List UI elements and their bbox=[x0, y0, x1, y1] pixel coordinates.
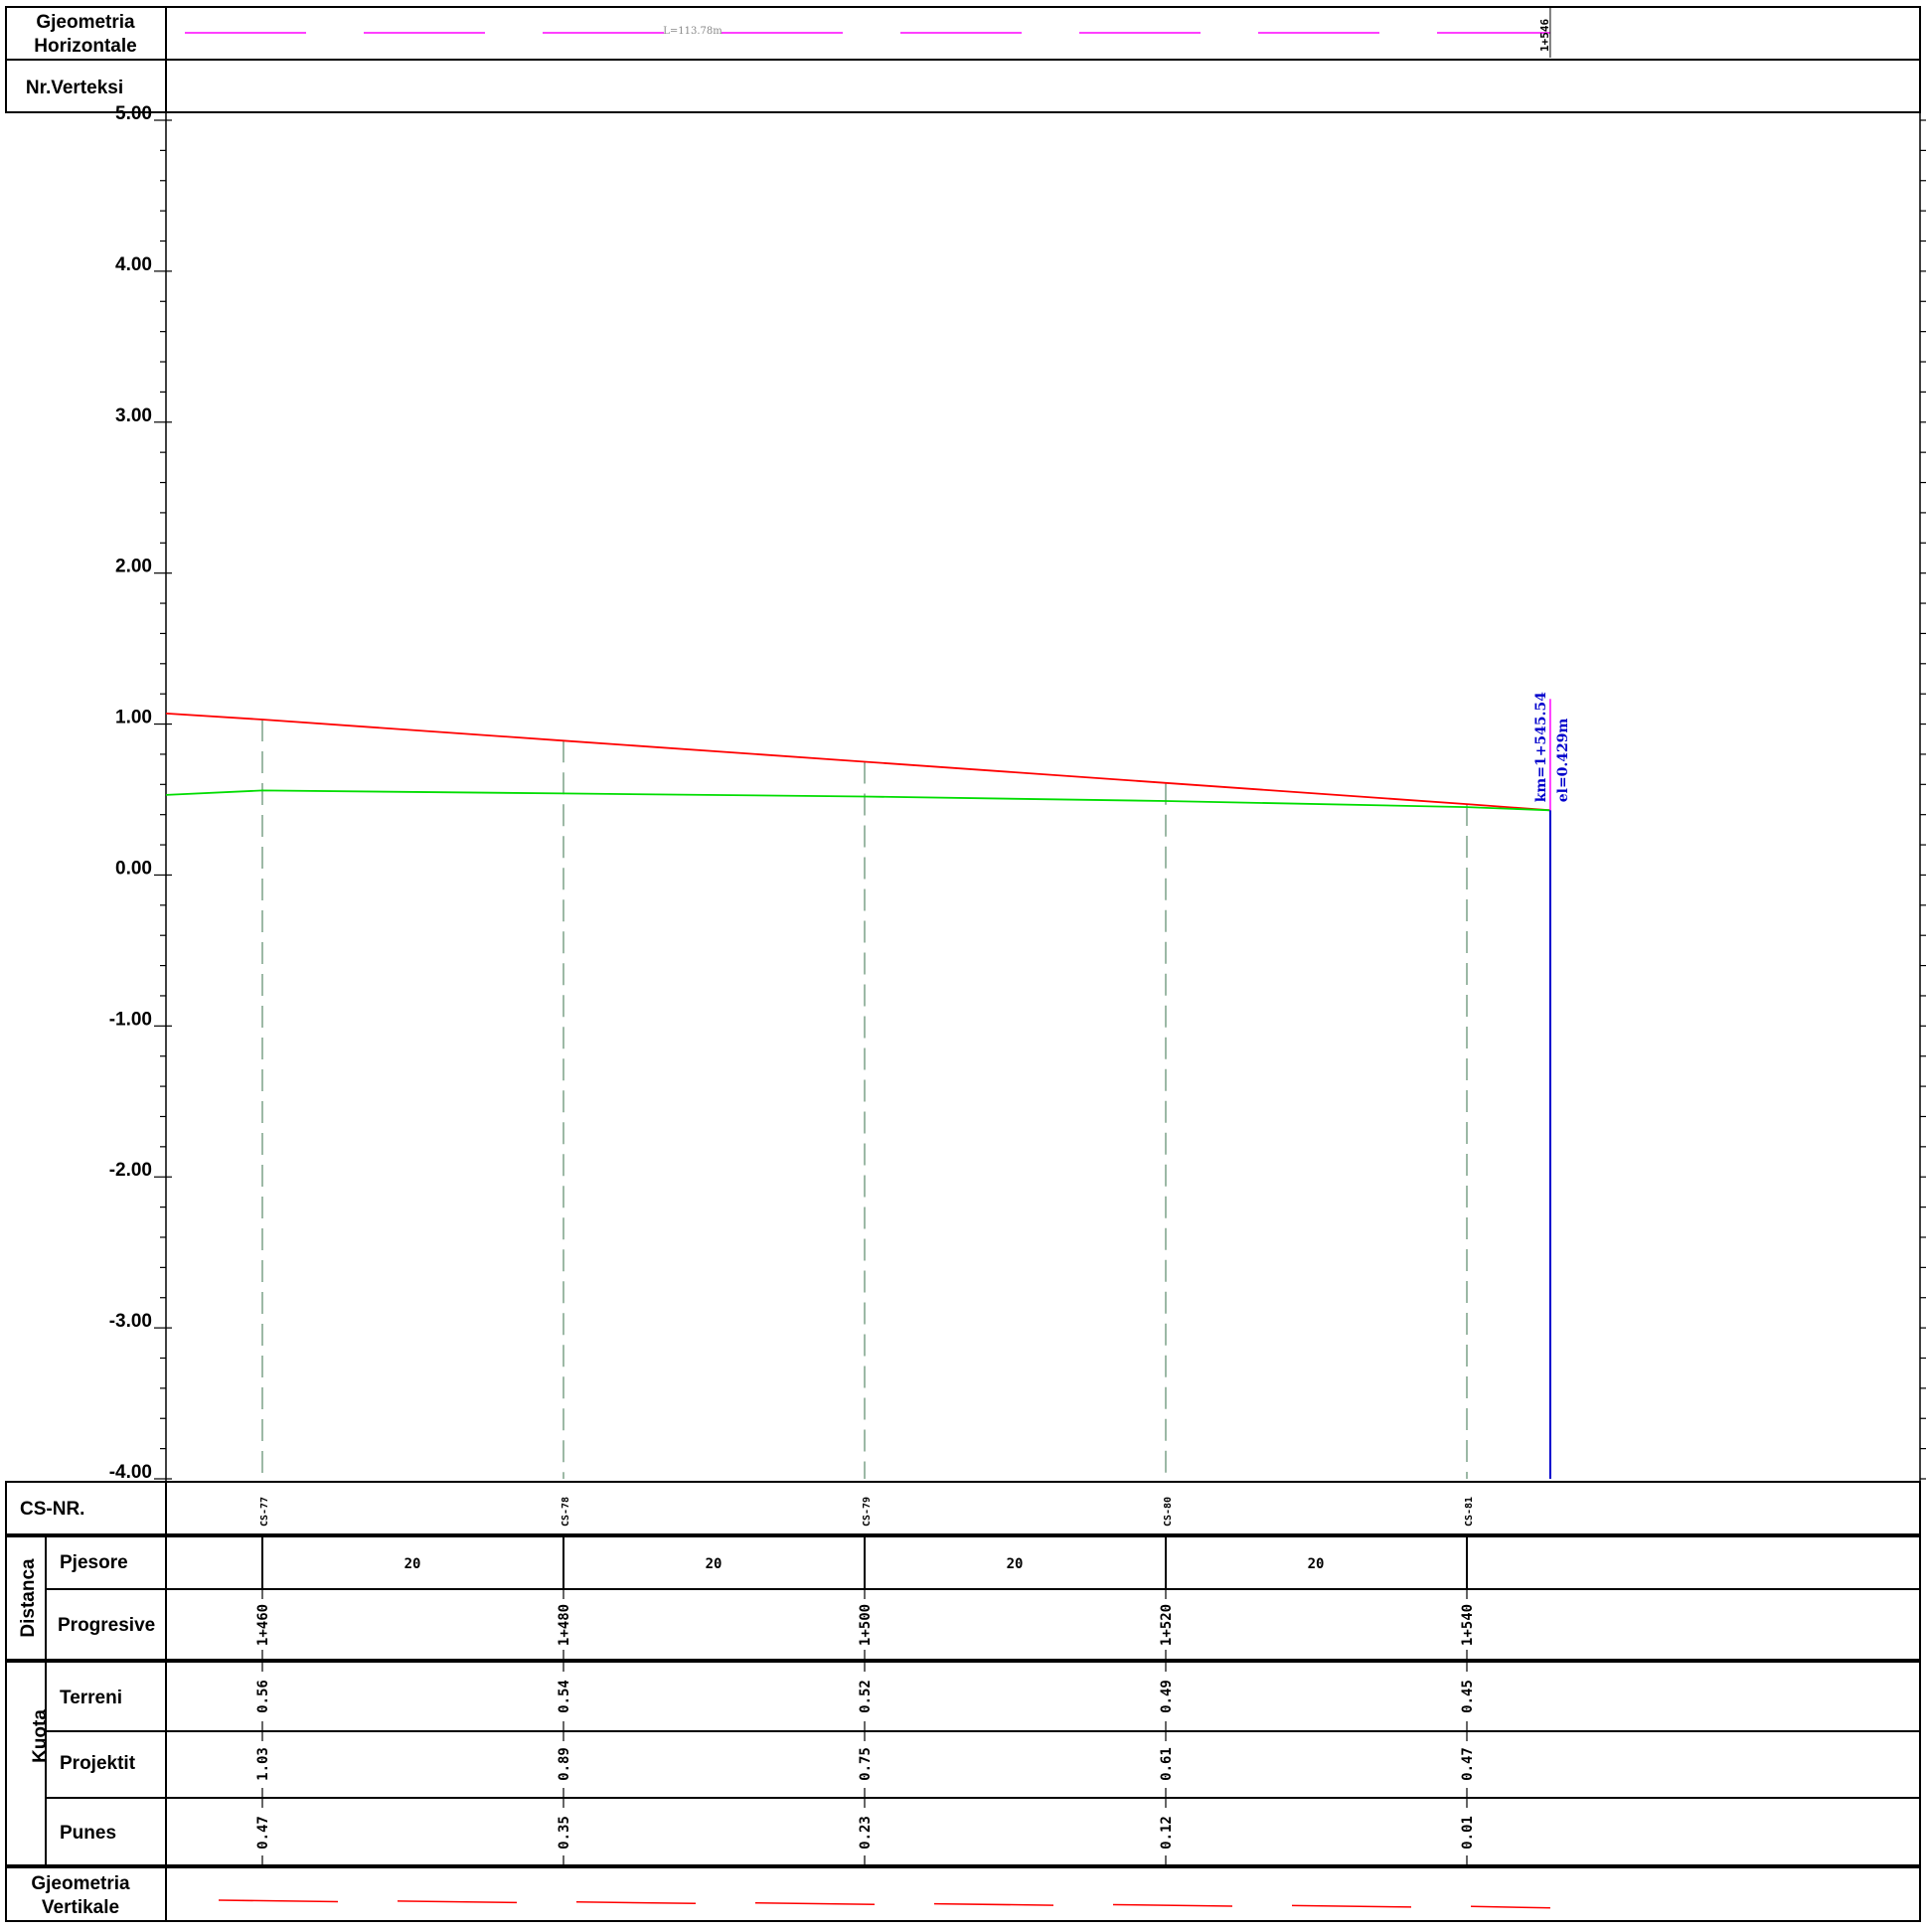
vertical-geometry-dash bbox=[397, 1900, 518, 1904]
y-tick-label: -3.00 bbox=[109, 1311, 152, 1332]
progresive-value: 1+540 bbox=[1460, 1604, 1476, 1646]
vertical-geometry-dash bbox=[933, 1902, 1054, 1906]
terrain-line bbox=[165, 789, 1550, 812]
horizontal-geometry-row: Gjeometria Horizontale L=113.78m 1+546 bbox=[5, 6, 1921, 61]
terreni-value: 0.54 bbox=[557, 1680, 572, 1713]
cs-value: CS-80 bbox=[1163, 1497, 1174, 1527]
punes-value: 0.01 bbox=[1460, 1816, 1476, 1850]
progresive-label: Progresive bbox=[58, 1615, 155, 1636]
terreni-value: 0.52 bbox=[858, 1680, 874, 1713]
y-tick-label: 3.00 bbox=[115, 405, 152, 426]
vertical-geometry-label-1: Gjeometria bbox=[31, 1873, 130, 1894]
progresive-value: 1+480 bbox=[557, 1604, 572, 1646]
pjesore-value: 20 bbox=[404, 1556, 421, 1572]
y-tick-label: -2.00 bbox=[109, 1160, 152, 1181]
profile-plot: 5.00 4.00 3.00 2.00 1.00 0.00 -1.00 -2.00 -3.00 -… bbox=[109, 103, 1926, 1483]
projektit-value: 0.47 bbox=[1460, 1747, 1476, 1781]
vertical-geometry-dash bbox=[218, 1899, 339, 1903]
y-tick-label: 5.00 bbox=[115, 103, 152, 124]
y-tick-label: 4.00 bbox=[115, 254, 152, 275]
vertex-row: Nr.Verteksi bbox=[5, 59, 1921, 113]
vertical-geometry-dash bbox=[1112, 1903, 1233, 1907]
projektit-value: 0.89 bbox=[557, 1747, 572, 1781]
station-table-cells: CS-77 1+460 0.56 1.03 0.47 20 CS-78 1+480 0.54 0.… bbox=[255, 1497, 1476, 1865]
y-tick-label: 0.00 bbox=[115, 858, 152, 879]
punes-value: 0.23 bbox=[858, 1816, 874, 1850]
y-tick-label: -4.00 bbox=[109, 1462, 152, 1483]
punes-label: Punes bbox=[60, 1823, 116, 1844]
distance-group-label: Distanca bbox=[18, 1558, 39, 1638]
progresive-value: 1+520 bbox=[1159, 1604, 1175, 1646]
progresive-value: 1+460 bbox=[255, 1604, 271, 1646]
y-tick-label: -1.00 bbox=[109, 1009, 152, 1030]
punes-value: 0.12 bbox=[1159, 1816, 1175, 1850]
terreni-value: 0.49 bbox=[1159, 1680, 1175, 1713]
endpoint-el-label: el=0.429m bbox=[1555, 718, 1571, 802]
punes-value: 0.47 bbox=[255, 1816, 271, 1850]
project-line bbox=[165, 713, 1550, 812]
projektit-value: 0.75 bbox=[858, 1747, 874, 1781]
terreni-value: 0.56 bbox=[255, 1680, 271, 1713]
vertex-label: Nr.Verteksi bbox=[26, 78, 123, 98]
pjesore-label: Pjesore bbox=[60, 1552, 128, 1573]
endpoint-km-label: km=1+545.54 bbox=[1533, 692, 1549, 803]
progresive-value: 1+500 bbox=[858, 1604, 874, 1646]
vertical-geometry-dash bbox=[575, 1901, 697, 1905]
endpoint-marker: km=1+545.54 el=0.429m bbox=[1533, 692, 1571, 1479]
cs-value: CS-77 bbox=[259, 1497, 270, 1527]
vertical-geometry-dash bbox=[754, 1901, 876, 1905]
punes-value: 0.35 bbox=[557, 1816, 572, 1850]
horizontal-geometry-line bbox=[185, 8, 1551, 58]
pjesore-value: 20 bbox=[1007, 1556, 1024, 1572]
vertical-geometry-label-2: Vertikale bbox=[42, 1897, 119, 1918]
projektit-value: 0.61 bbox=[1159, 1747, 1175, 1781]
vertical-geometry-line bbox=[218, 1899, 1550, 1909]
station-lines bbox=[261, 719, 1468, 1479]
terreni-value: 0.45 bbox=[1460, 1680, 1476, 1713]
cs-value: CS-79 bbox=[862, 1497, 873, 1527]
projektit-value: 1.03 bbox=[255, 1747, 271, 1781]
y-tick-label: 1.00 bbox=[115, 708, 152, 728]
kuota-group-label: Kuota bbox=[30, 1709, 51, 1763]
end-station-label: 1+546 bbox=[1538, 19, 1551, 52]
cs-value: CS-81 bbox=[1464, 1497, 1475, 1527]
vertical-geometry-dash bbox=[1291, 1904, 1412, 1908]
horizontal-geometry-label-1: Gjeometria bbox=[36, 12, 135, 33]
pjesore-value: 20 bbox=[1308, 1556, 1325, 1572]
pjesore-value: 20 bbox=[706, 1556, 722, 1572]
y-tick-label: 2.00 bbox=[115, 557, 152, 577]
horizontal-geometry-label-2: Horizontale bbox=[34, 36, 136, 57]
cs-value: CS-78 bbox=[561, 1497, 571, 1527]
y-axis-ticks: 5.00 4.00 3.00 2.00 1.00 0.00 -1.00 -2.00 -3.00 -… bbox=[109, 103, 1926, 1483]
profile-series bbox=[165, 713, 1550, 812]
profile-table: CS-NR. Distanca Pjesore Progresive Kuota… bbox=[5, 1481, 1921, 1922]
segment-length-label: L=113.78m bbox=[663, 26, 722, 37]
projektit-label: Projektit bbox=[60, 1753, 136, 1774]
terreni-label: Terreni bbox=[60, 1688, 122, 1708]
cs-row-label: CS-NR. bbox=[20, 1499, 84, 1520]
vertical-geometry-dash bbox=[1470, 1905, 1550, 1909]
